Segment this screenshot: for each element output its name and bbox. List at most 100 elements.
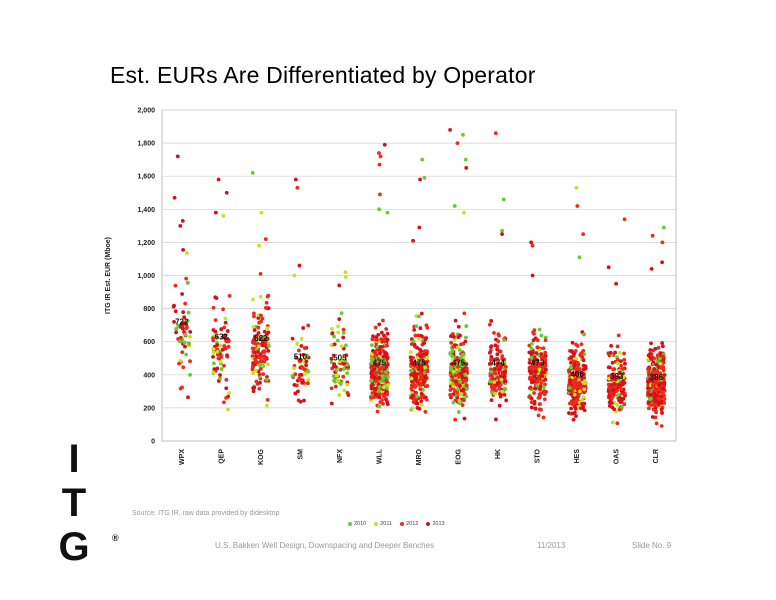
data-point [497, 403, 502, 408]
data-point [293, 177, 298, 182]
data-point [532, 331, 536, 336]
data-point [173, 283, 178, 288]
data-point [264, 300, 269, 305]
data-point [178, 223, 183, 228]
data-point [221, 214, 226, 218]
data-point [213, 295, 218, 300]
data-point [385, 331, 390, 336]
data-point [373, 349, 378, 354]
data-point [448, 365, 453, 370]
data-point [575, 397, 580, 402]
data-point [258, 362, 263, 367]
data-point [224, 377, 229, 382]
data-point [425, 369, 430, 374]
data-point [532, 328, 537, 333]
data-point [496, 375, 500, 380]
data-point [377, 151, 381, 155]
data-point [464, 324, 469, 328]
data-point [456, 387, 461, 392]
data-point [377, 385, 382, 389]
data-point [498, 349, 503, 354]
data-point [223, 320, 228, 325]
data-point [535, 338, 540, 343]
data-point [661, 360, 666, 365]
data-point [294, 355, 299, 360]
data-point [180, 218, 185, 223]
data-point [292, 366, 296, 371]
data-point [414, 371, 419, 376]
median-label-clr: 386 [650, 373, 664, 382]
data-point [537, 327, 542, 332]
y-tick-label: 1,400 [137, 207, 155, 214]
data-point [577, 367, 581, 372]
data-point [415, 406, 420, 410]
data-point [409, 395, 414, 400]
data-point [331, 353, 336, 358]
data-point [615, 403, 620, 407]
data-point [211, 347, 216, 351]
data-point [658, 356, 662, 361]
data-point [572, 372, 577, 377]
data-point [174, 330, 178, 335]
data-point [378, 344, 383, 349]
x-tick-label-wpx: WPX [179, 449, 186, 465]
data-point [188, 329, 193, 334]
data-point [211, 370, 216, 375]
data-point [381, 376, 386, 381]
data-point [491, 357, 496, 362]
data-point [662, 397, 667, 401]
data-point [265, 398, 270, 402]
data-point [654, 362, 659, 367]
legend-label-2010: 2010 [354, 521, 367, 527]
data-point [529, 400, 534, 405]
y-axis-title: ITG IR Est. EUR (Mboe) [105, 237, 112, 314]
data-point [651, 359, 656, 364]
data-point [252, 385, 257, 390]
data-point [654, 402, 658, 407]
data-point [178, 386, 183, 391]
data-point [224, 386, 229, 391]
data-point [226, 344, 231, 349]
data-point [615, 421, 620, 426]
data-point [211, 305, 216, 310]
data-point [500, 389, 505, 394]
data-point [500, 232, 505, 237]
source-note: Source: ITG IR, raw data provided by did… [132, 510, 280, 517]
data-point [262, 329, 267, 334]
logo-letter-g: G [58, 525, 90, 569]
data-point [184, 276, 189, 281]
data-point [266, 348, 271, 353]
data-point [461, 387, 466, 392]
data-point [533, 386, 537, 391]
data-point [646, 367, 650, 372]
data-point [532, 401, 537, 406]
data-point [177, 361, 181, 366]
data-point [574, 414, 578, 419]
data-point [221, 335, 226, 340]
data-point [416, 378, 421, 383]
data-point [218, 373, 222, 377]
data-point [532, 391, 536, 395]
data-point [572, 392, 577, 397]
data-point [385, 343, 389, 348]
data-point [266, 362, 270, 367]
data-point [460, 372, 464, 377]
data-point [448, 351, 453, 356]
data-point [583, 366, 588, 371]
data-point [371, 334, 375, 339]
data-point [606, 376, 611, 381]
data-point [414, 324, 419, 329]
data-point [538, 384, 543, 389]
data-point [607, 393, 611, 398]
data-point [260, 341, 265, 346]
data-point [499, 377, 504, 382]
data-point [529, 405, 534, 410]
data-point [580, 402, 584, 406]
data-point [579, 342, 584, 347]
data-point [456, 324, 461, 329]
data-point [183, 332, 188, 337]
data-point [581, 232, 586, 237]
data-point [250, 367, 255, 372]
data-point [299, 373, 304, 377]
data-point [609, 344, 614, 348]
